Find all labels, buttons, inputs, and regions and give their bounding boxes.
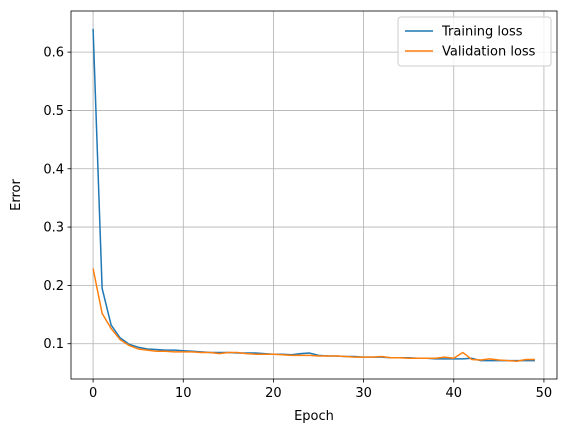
legend-box bbox=[397, 16, 552, 67]
series-line-training-loss bbox=[92, 28, 535, 362]
y-tick-label: 0.6 bbox=[43, 46, 64, 61]
x-tick-label: 10 bbox=[175, 386, 192, 401]
grid-lines bbox=[71, 11, 557, 379]
series-lines bbox=[92, 28, 535, 362]
x-tick-label: 0 bbox=[89, 386, 97, 401]
y-tick-label: 0.3 bbox=[43, 221, 64, 236]
y-axis-label: Error bbox=[9, 179, 24, 211]
x-tick-label: 40 bbox=[445, 386, 462, 401]
legend: Training loss Validation loss bbox=[397, 16, 552, 67]
y-tick-label: 0.4 bbox=[43, 162, 64, 177]
y-tick-label: 0.1 bbox=[43, 337, 64, 352]
x-tick-label: 50 bbox=[536, 386, 553, 401]
series-line-validation-loss bbox=[92, 268, 535, 362]
y-tick-label: 0.5 bbox=[43, 104, 64, 119]
x-tick-label: 30 bbox=[355, 386, 372, 401]
plot-frame bbox=[70, 10, 558, 380]
legend-label-validation-loss: Validation loss bbox=[442, 45, 536, 60]
x-tick-label: 20 bbox=[265, 386, 282, 401]
legend-label-training-loss: Training loss bbox=[441, 25, 523, 40]
y-tick-label: 0.2 bbox=[43, 279, 64, 294]
x-axis-label: Epoch bbox=[294, 409, 334, 424]
axis-ticks: 0 10 20 30 40 50 0.1 0.2 0.3 0.4 0.5 0.6 bbox=[43, 46, 552, 401]
